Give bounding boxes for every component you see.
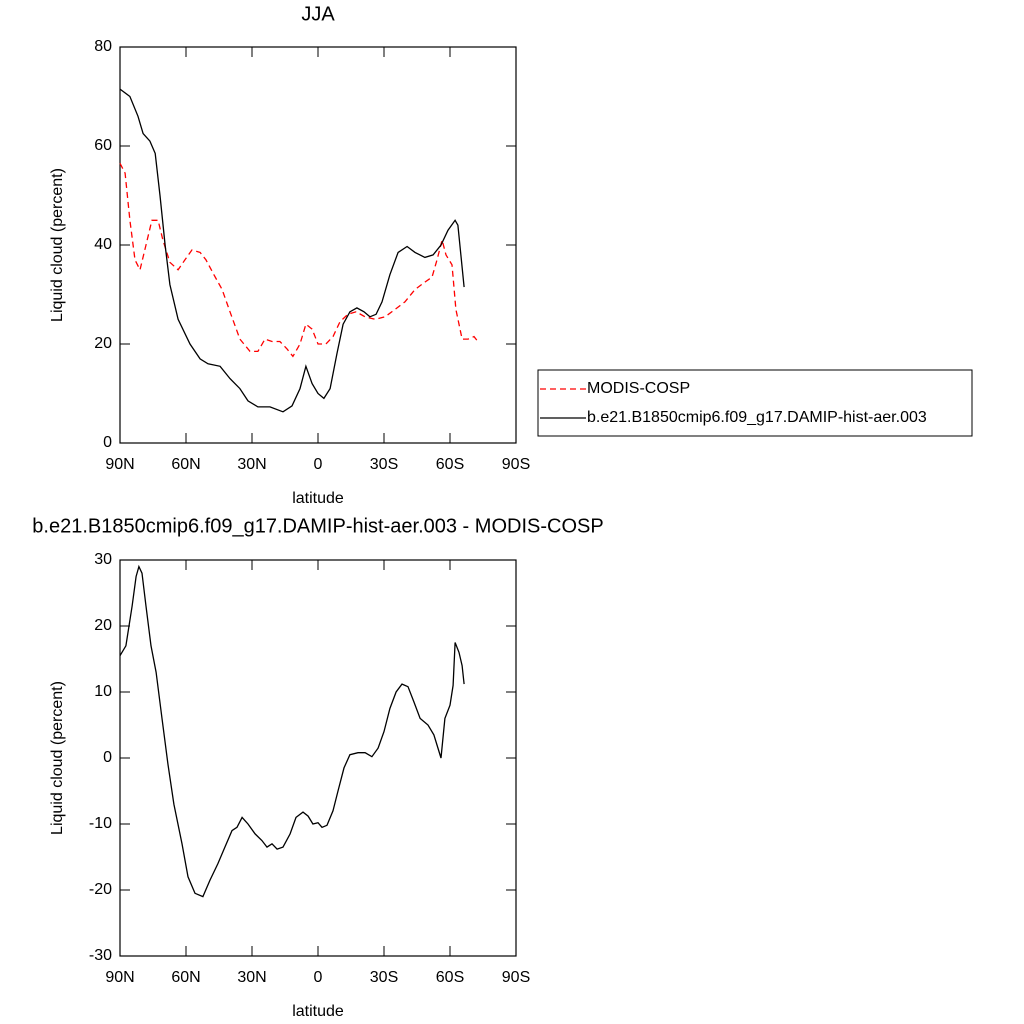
x-tick-label: 0 (314, 456, 323, 473)
chart-title: b.e21.B1850cmip6.f09_g17.DAMIP-hist-aer.… (32, 515, 603, 537)
y-tick-label: 0 (103, 434, 112, 451)
x-tick-label: 0 (314, 969, 323, 986)
x-tick-label: 30S (370, 969, 398, 986)
x-tick-label: 30N (237, 969, 266, 986)
legend-label: MODIS-COSP (587, 380, 690, 397)
line-series (119, 564, 465, 898)
chart-title: JJA (301, 3, 335, 25)
x-tick-label: 30N (237, 456, 266, 473)
x-tick-label: 60S (436, 456, 464, 473)
x-tick-label: 90S (502, 456, 530, 473)
legend-box (537, 369, 973, 437)
x-tick-label: 90N (105, 456, 134, 473)
x-tick-label: 30S (370, 456, 398, 473)
x-axis-label: latitude (292, 490, 344, 507)
y-tick-label: 10 (94, 683, 112, 700)
x-tick-label: 90S (502, 969, 530, 986)
y-axis-label: Liquid cloud (percent) (49, 168, 66, 322)
y-tick-label: -30 (89, 947, 112, 964)
y-tick-label: 80 (94, 38, 112, 55)
y-tick-label: 20 (94, 335, 112, 352)
y-tick-label: 20 (94, 617, 112, 634)
x-axis-label: latitude (292, 1003, 344, 1020)
y-tick-label: -20 (89, 881, 112, 898)
x-tick-label: 60N (171, 456, 200, 473)
x-tick-label: 60S (436, 969, 464, 986)
line-series (119, 163, 479, 358)
y-tick-label: 30 (94, 551, 112, 568)
x-tick-label: 60N (171, 969, 200, 986)
y-tick-label: -10 (89, 815, 112, 832)
legend-label: b.e21.B1850cmip6.f09_g17.DAMIP-hist-aer.… (587, 409, 927, 426)
x-tick-label: 90N (105, 969, 134, 986)
line-series (119, 88, 465, 413)
y-axis-label: Liquid cloud (percent) (49, 681, 66, 835)
y-tick-label: 40 (94, 236, 112, 253)
plot-frame (119, 559, 517, 957)
y-tick-label: 0 (103, 749, 112, 766)
y-tick-label: 60 (94, 137, 112, 154)
plot-frame (119, 46, 517, 444)
